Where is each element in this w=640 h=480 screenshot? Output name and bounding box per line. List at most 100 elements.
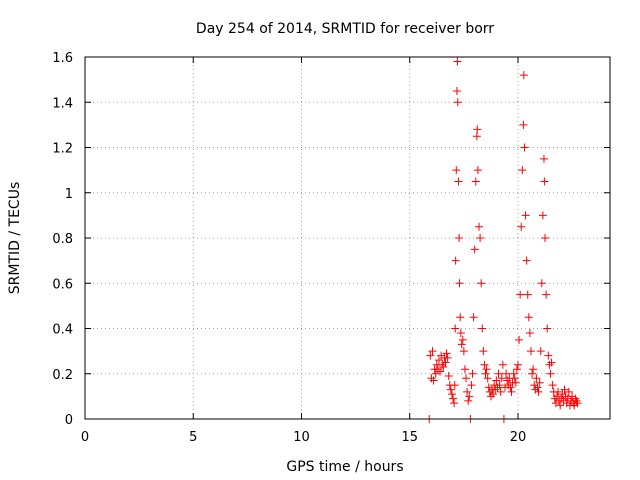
data-point: [462, 374, 471, 383]
data-point: [457, 340, 466, 349]
data-point: [453, 98, 462, 107]
data-point: [526, 347, 535, 356]
y-tick-label: 0.2: [52, 368, 73, 383]
y-tick-label: 0.4: [52, 323, 73, 338]
data-point: [480, 360, 489, 369]
data-point: [519, 120, 528, 129]
data-point: [529, 365, 538, 374]
grid: [85, 57, 610, 419]
x-tick-label: 0: [81, 430, 89, 445]
data-point: [489, 390, 498, 399]
x-tick-label: 10: [293, 430, 310, 445]
data-point: [547, 358, 556, 367]
y-tick-label: 0.6: [52, 277, 73, 292]
data-point: [470, 245, 479, 254]
data-point: [492, 376, 501, 385]
data-point: [469, 313, 478, 322]
data-point: [436, 367, 445, 376]
data-point: [452, 86, 461, 95]
data-point: [497, 374, 506, 383]
data-point: [442, 349, 451, 358]
y-tick-label: 0.8: [52, 232, 73, 247]
data-point: [483, 374, 492, 383]
data-point: [548, 381, 557, 390]
data-point: [543, 324, 552, 333]
data-point: [443, 353, 452, 362]
data-point: [451, 324, 460, 333]
data-point: [507, 387, 516, 396]
data-point: [509, 369, 518, 378]
data-point: [518, 166, 527, 175]
x-tick-label: 5: [189, 430, 197, 445]
data-point: [471, 177, 480, 186]
data-point: [525, 329, 534, 338]
data-point: [538, 211, 547, 220]
data-point: [523, 290, 532, 299]
data-point: [453, 57, 462, 66]
data-point: [455, 279, 464, 288]
chart-title: Day 254 of 2014, SRMTID for receiver bor…: [196, 21, 494, 37]
x-tick-label: 20: [510, 430, 527, 445]
data-point: [456, 329, 465, 338]
data-point: [476, 234, 485, 242]
ticks: 0 5 10 15 20 0 0.2 0.4 0.6 0.8 1 1.2 1.4 1.6: [52, 51, 610, 445]
data-point: [446, 385, 455, 394]
data-point: [560, 385, 569, 394]
data-point: [486, 392, 495, 401]
data-point: [544, 351, 553, 360]
data-point: [482, 365, 491, 374]
data-point: [528, 369, 537, 378]
data-point: [532, 374, 541, 383]
data-point: [431, 369, 440, 378]
data-point: [460, 365, 469, 374]
data-point: [449, 394, 458, 403]
data-point: [444, 372, 453, 381]
data-point: [521, 211, 530, 220]
data-point: [463, 387, 472, 396]
data-point: [513, 360, 522, 369]
data-point: [524, 313, 533, 322]
data-point: [478, 324, 487, 333]
data-point: [554, 387, 563, 396]
data-point: [533, 383, 542, 392]
data-point: [498, 360, 507, 369]
data-point: [516, 290, 525, 299]
data-point: [540, 177, 549, 186]
y-tick-label: 1: [65, 187, 73, 202]
data-point: [427, 374, 436, 383]
data-point: [426, 351, 435, 360]
data-point: [537, 279, 546, 288]
data-point: [519, 71, 528, 80]
data-point: [541, 234, 550, 242]
data-point: [506, 383, 515, 392]
data-point: [451, 256, 460, 265]
data-point: [520, 143, 529, 152]
data-point: [450, 381, 459, 390]
data-point: [517, 222, 526, 231]
data-point: [475, 222, 484, 231]
data-point: [441, 358, 450, 367]
data-point: [496, 387, 505, 396]
data-point: [434, 356, 443, 365]
data-point: [510, 374, 519, 383]
data-point: [464, 396, 473, 405]
data-point: [522, 256, 531, 265]
data-point: [535, 378, 544, 387]
data-point: [465, 392, 474, 401]
data-point: [428, 347, 437, 356]
data-point: [459, 347, 468, 356]
data-point: [450, 399, 459, 408]
data-point: [534, 387, 543, 396]
data-point: [546, 369, 555, 378]
data-point: [481, 369, 490, 378]
y-tick-label: 1.6: [52, 51, 73, 66]
data-point: [552, 392, 561, 401]
y-tick-label: 1.2: [52, 142, 73, 157]
data-point: [452, 166, 461, 175]
data-point: [556, 401, 565, 410]
data-point: [494, 369, 503, 378]
data-point: [573, 399, 582, 408]
plot-frame: [84, 56, 611, 420]
